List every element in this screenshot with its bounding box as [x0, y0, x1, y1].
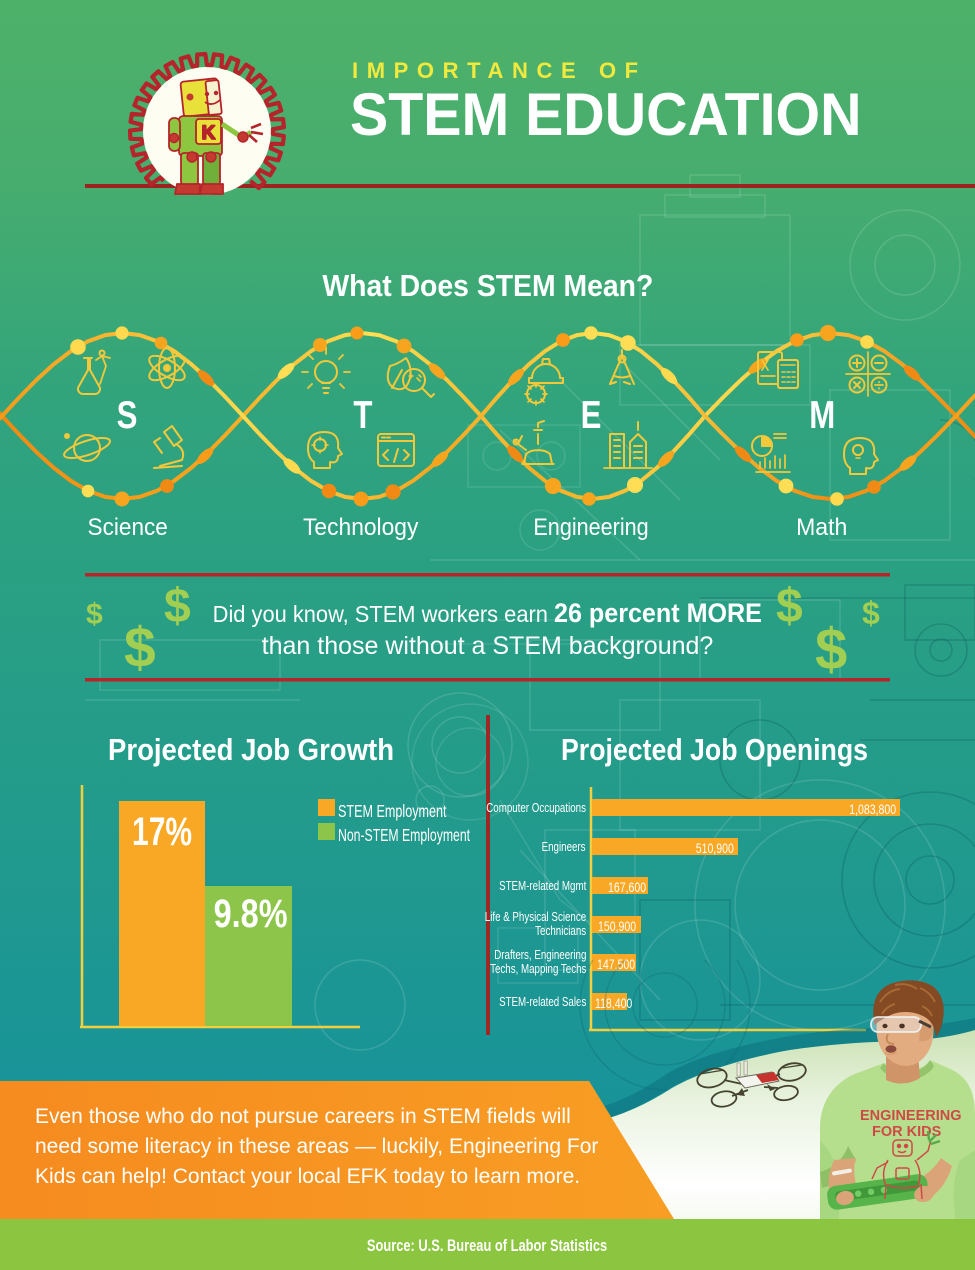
svg-text:$: $	[776, 580, 803, 633]
svg-text:ENGINEERING: ENGINEERING	[860, 1108, 962, 1124]
svg-text:$: $	[164, 580, 191, 633]
svg-text:$: $	[124, 616, 156, 680]
svg-text:$: $	[815, 617, 847, 682]
svg-text:$: $	[862, 595, 880, 631]
svg-text:FOR KIDS: FOR KIDS	[872, 1124, 942, 1140]
svg-text:$: $	[86, 598, 103, 631]
svg-text:K: K	[202, 123, 216, 144]
